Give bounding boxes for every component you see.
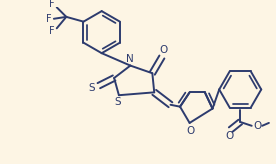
Text: S: S <box>89 82 95 92</box>
Text: O: O <box>186 126 195 136</box>
Text: S: S <box>115 97 121 107</box>
Text: F: F <box>49 26 55 36</box>
Text: N: N <box>126 54 133 64</box>
Text: O: O <box>253 121 262 131</box>
Text: F: F <box>46 14 52 24</box>
Text: O: O <box>225 131 234 141</box>
Text: F: F <box>49 0 55 10</box>
Text: O: O <box>160 45 168 55</box>
